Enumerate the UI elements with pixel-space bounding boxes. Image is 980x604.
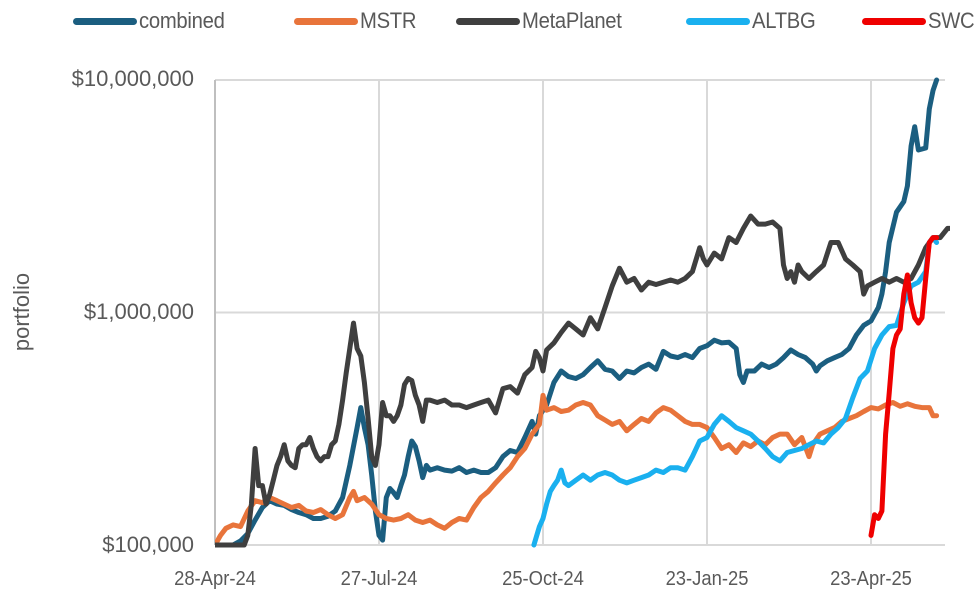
series-line-combined: [215, 77, 940, 548]
legend-item-altbg: ALTBG: [686, 6, 821, 36]
legend-label-altbg: ALTBG: [752, 8, 816, 33]
y-axis-title: portfolio: [9, 272, 34, 352]
chart-legend: combined MSTR MetaPlanet ALTBG SWC: [0, 6, 980, 36]
legend-swatch-mstr: [294, 17, 358, 25]
x-tick-label: 25-Oct-24: [502, 568, 584, 590]
series-line-metaplanet: [215, 213, 950, 548]
series-lines: [215, 77, 950, 548]
y-tick-label: $100,000: [102, 532, 194, 557]
legend-label-swc: SWC: [928, 8, 975, 33]
legend-item-swc: SWC: [862, 6, 978, 36]
legend-swatch-altbg: [686, 17, 750, 25]
series-line-swc: [868, 235, 940, 538]
y-tick-label: $10,000,000: [71, 66, 194, 91]
legend-swatch-metaplanet: [456, 17, 520, 25]
x-tick-label: 28-Apr-24: [174, 568, 256, 590]
gridlines: [214, 79, 945, 546]
series-line-altbg: [531, 235, 940, 548]
legend-label-metaplanet: MetaPlanet: [522, 8, 622, 33]
x-tick-label: 23-Jan-25: [665, 568, 749, 590]
legend-label-combined: combined: [139, 8, 225, 33]
x-tick-label: 23-Apr-25: [830, 568, 912, 590]
legend-label-mstr: MSTR: [360, 8, 417, 33]
series-line-mstr: [215, 392, 940, 548]
x-tick-label: 27-Jul-24: [340, 568, 418, 590]
legend-swatch-combined: [73, 17, 137, 25]
legend-item-combined: combined: [73, 6, 232, 36]
legend-item-mstr: MSTR: [294, 6, 421, 36]
y-tick-label: $1,000,000: [83, 299, 194, 324]
legend-item-metaplanet: MetaPlanet: [456, 6, 630, 36]
legend-swatch-swc: [862, 17, 926, 25]
